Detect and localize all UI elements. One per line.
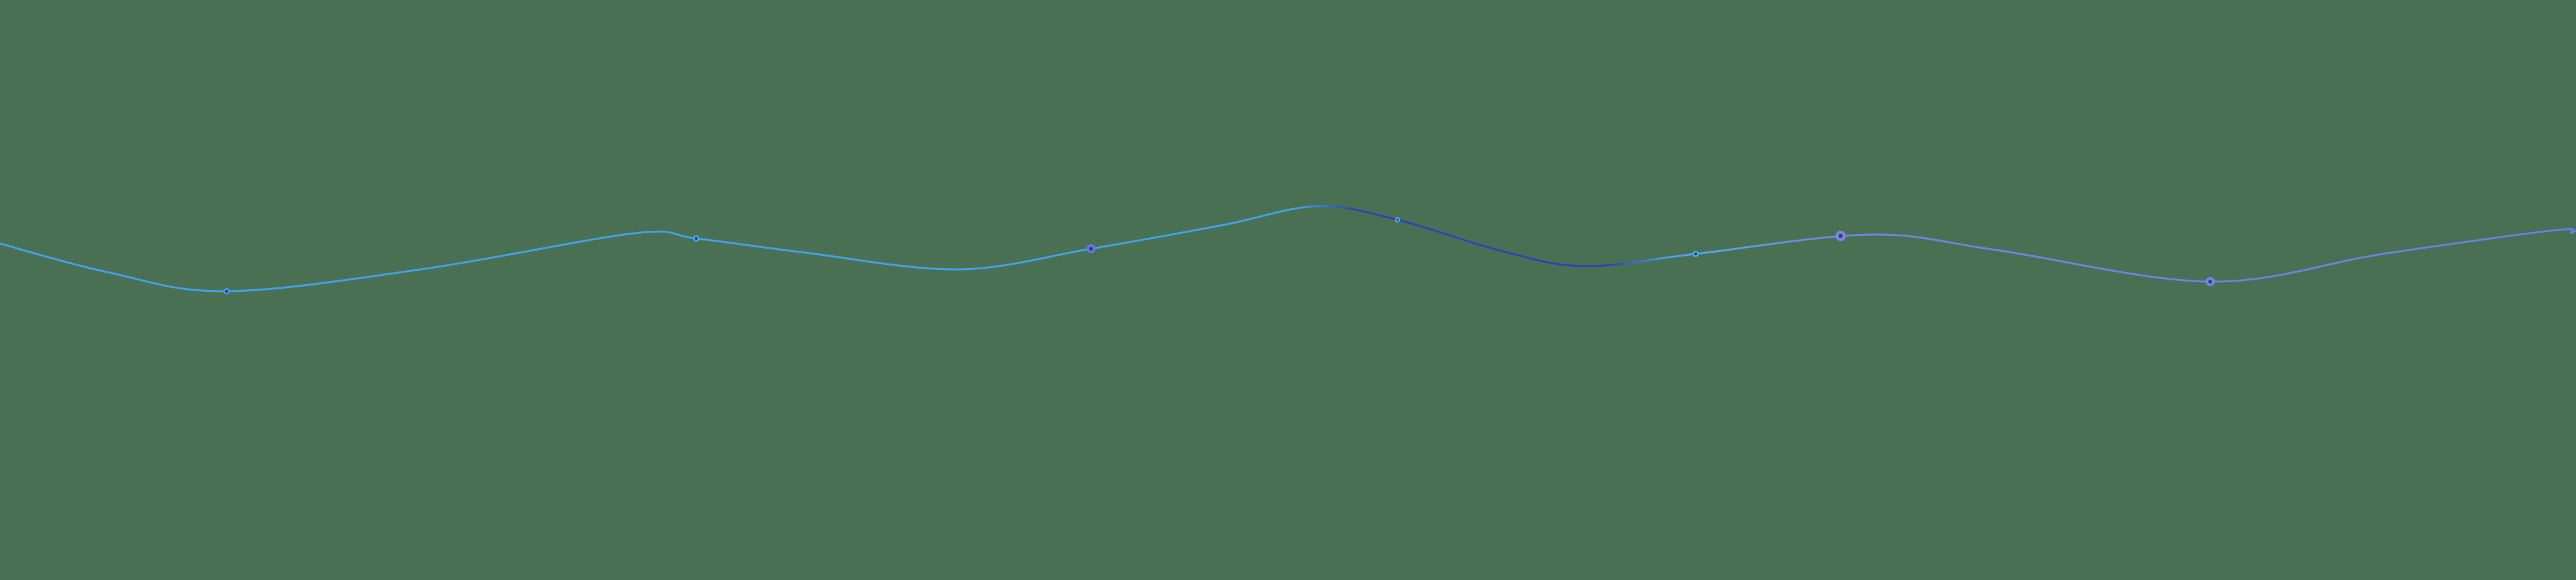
data-point-markers [223,217,2574,295]
data-point-marker [1835,231,1846,241]
data-point-marker [1692,251,1699,257]
data-point-marker [1395,217,1400,222]
wave-line [0,205,2576,293]
data-point-marker [693,235,699,242]
data-point-marker [223,288,230,295]
data-point-marker [1086,244,1095,253]
data-point-marker [2570,230,2574,234]
data-point-marker [2206,277,2215,286]
